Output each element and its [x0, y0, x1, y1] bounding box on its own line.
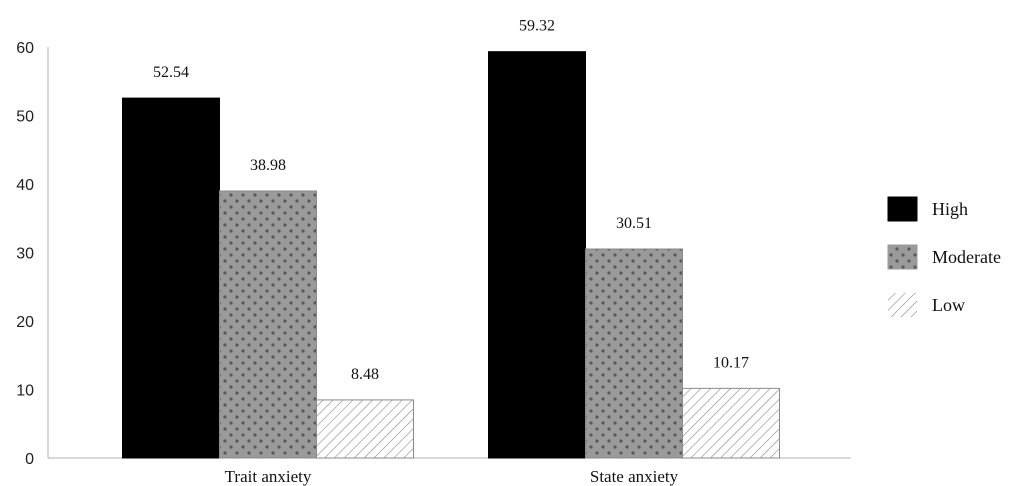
- bar-low-trait-anxiety: [316, 399, 414, 459]
- y-tick-label: 50: [16, 109, 34, 126]
- data-label-low-state-anxiety: 10.17: [713, 354, 749, 371]
- bar-moderate-state-anxiety: [585, 248, 683, 459]
- legend-label-moderate: Moderate: [932, 247, 1001, 267]
- bars: [122, 51, 780, 459]
- data-label-low-trait-anxiety: 8.48: [351, 366, 379, 383]
- x-category-label: State anxiety: [590, 467, 679, 486]
- bar-low-state-anxiety: [682, 387, 780, 459]
- y-tick-label: 60: [16, 40, 34, 57]
- data-label-high-trait-anxiety: 52.54: [153, 64, 189, 81]
- data-labels: 52.54 38.98 8.48 59.32 30.51 10.17: [153, 18, 749, 383]
- legend-swatch-low: [888, 293, 917, 317]
- bar-moderate-trait-anxiety: [219, 190, 317, 459]
- y-tick-label: 20: [16, 314, 34, 331]
- y-tick-label: 30: [16, 246, 34, 263]
- data-label-moderate-state-anxiety: 30.51: [616, 215, 652, 232]
- legend-label-low: Low: [932, 295, 965, 315]
- legend-swatch-high: [887, 196, 918, 222]
- legend-label-high: High: [932, 199, 968, 219]
- bar-high-trait-anxiety: [122, 97, 220, 459]
- x-category-label: Trait anxiety: [225, 467, 312, 486]
- y-tick-label: 40: [16, 177, 34, 194]
- data-label-high-state-anxiety: 59.32: [519, 18, 555, 35]
- legend-swatch-moderate: [887, 244, 918, 270]
- y-tick-label: 10: [16, 383, 34, 400]
- y-tick-label: 0: [25, 451, 34, 468]
- legend: High Moderate Low: [887, 196, 1001, 317]
- data-label-moderate-trait-anxiety: 38.98: [250, 157, 286, 174]
- axes: 0 10 20 30 40 50 60 Trait anxiety State anxiety: [16, 40, 851, 486]
- bar-high-state-anxiety: [488, 51, 586, 459]
